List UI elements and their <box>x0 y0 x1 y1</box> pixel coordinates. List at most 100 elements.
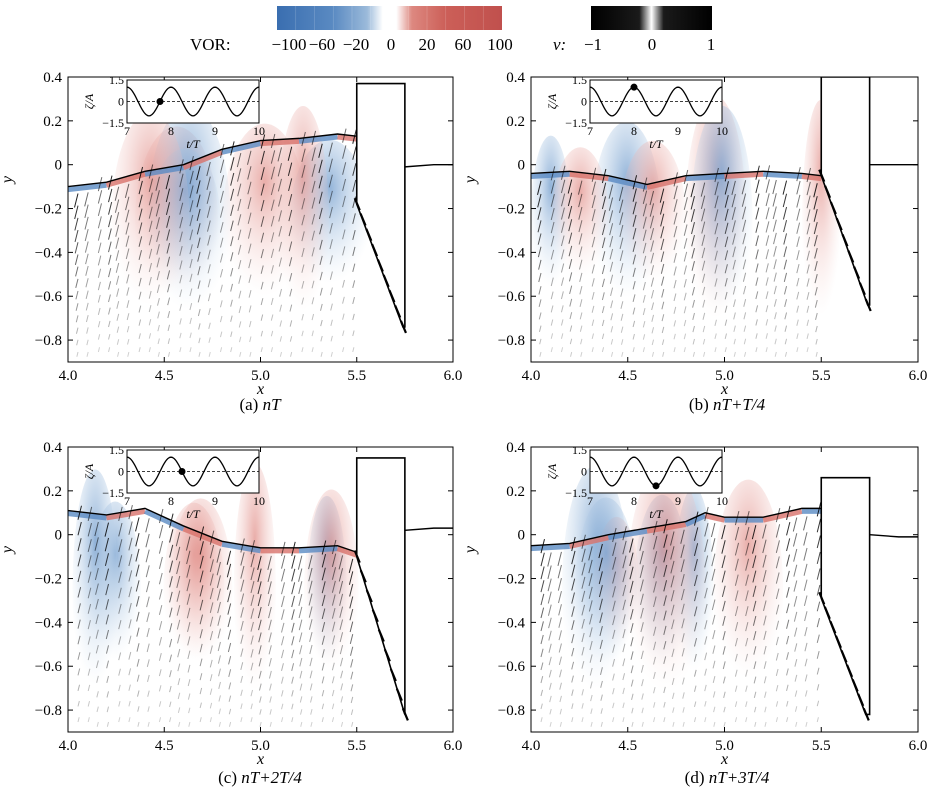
velocity-vector <box>745 511 750 526</box>
velocity-vector <box>581 548 586 563</box>
velocity-vector <box>743 285 747 295</box>
velocity-vector <box>622 687 625 695</box>
velocity-vector <box>87 636 91 645</box>
velocity-vector <box>289 304 293 312</box>
velocity-vector <box>816 518 822 533</box>
velocity-vector <box>765 333 768 339</box>
velocity-vector <box>814 299 818 308</box>
velocity-vector <box>642 242 647 254</box>
velocity-vector <box>167 324 171 332</box>
velocity-vector <box>559 669 562 678</box>
velocity-vector <box>349 596 354 609</box>
velocity-vector <box>189 244 193 255</box>
velocity-vector <box>318 143 323 158</box>
velocity-vector <box>663 595 667 606</box>
velocity-vector <box>270 183 275 196</box>
velocity-vector <box>753 691 757 698</box>
velocity-vector <box>660 251 665 263</box>
velocity-vector <box>711 599 716 611</box>
velocity-vector <box>128 619 132 629</box>
velocity-vector <box>803 532 808 546</box>
velocity-vector <box>156 284 160 294</box>
velocity-vector <box>619 250 624 261</box>
velocity-vector <box>680 529 685 544</box>
surface-vorticity-layer <box>221 141 262 155</box>
velocity-vector <box>270 215 275 227</box>
velocity-vector <box>763 615 767 626</box>
velocity-vector <box>219 143 225 159</box>
velocity-vector <box>600 694 603 701</box>
velocity-vector <box>538 312 542 320</box>
panel-d: 4.0 4.5 5.0 5.5 6.00.40.20−0.2−0.4−0.6−0.8xy… <box>462 440 927 787</box>
velocity-vector <box>237 244 242 255</box>
velocity-vector <box>97 216 102 229</box>
velocity-vector <box>340 657 344 667</box>
velocity-vector <box>238 290 242 299</box>
velocity-vector <box>783 233 788 245</box>
velocity-vector <box>350 684 354 692</box>
velocity-vector <box>714 347 717 353</box>
velocity-vector <box>329 239 333 250</box>
velocity-vector <box>331 567 337 580</box>
velocity-vector <box>319 255 323 266</box>
v-colorbar-tick: 0 <box>648 35 657 54</box>
velocity-vector <box>330 335 333 342</box>
velocity-vector <box>763 630 767 640</box>
velocity-vector <box>260 134 266 149</box>
velocity-vector <box>105 583 110 596</box>
velocity-vector <box>138 222 143 234</box>
velocity-vector <box>186 579 191 592</box>
velocity-vector <box>240 552 245 566</box>
surface-vorticity-layer <box>221 541 261 554</box>
velocity-vector <box>75 303 79 311</box>
velocity-vector <box>156 244 160 255</box>
velocity-vector <box>755 319 758 326</box>
velocity-vector <box>753 661 757 670</box>
velocity-vector <box>590 694 593 702</box>
velocity-vector <box>723 721 726 727</box>
velocity-vector <box>289 288 293 297</box>
velocity-vector <box>741 180 747 195</box>
velocity-vector <box>352 179 357 192</box>
velocity-vector <box>732 259 736 270</box>
velocity-vector <box>197 308 201 317</box>
velocity-vector <box>712 691 716 698</box>
velocity-vector <box>189 229 194 241</box>
velocity-vector <box>108 188 113 203</box>
velocity-vector <box>228 656 232 665</box>
velocity-vector <box>783 272 788 283</box>
velocity-vector <box>179 173 184 188</box>
velocity-vector <box>683 183 689 198</box>
velocity-vector <box>763 600 767 612</box>
velocity-vector <box>816 667 820 675</box>
inset-x-tick: 8 <box>168 124 174 138</box>
velocity-vector <box>745 574 749 586</box>
velocity-vector <box>796 250 800 261</box>
velocity-vector <box>84 241 89 253</box>
velocity-vector <box>734 606 739 617</box>
velocity-vector <box>128 717 131 723</box>
velocity-vector <box>704 587 708 599</box>
velocity-vector <box>714 209 719 222</box>
velocity-vector <box>691 260 695 271</box>
velocity-vector <box>114 199 120 213</box>
velocity-vector <box>803 595 808 607</box>
velocity-vector <box>260 167 265 180</box>
velocity-vector <box>270 133 276 149</box>
velocity-vector <box>279 336 283 342</box>
velocity-vector <box>724 277 728 287</box>
velocity-vector <box>277 178 283 192</box>
velocity-vector <box>640 650 644 660</box>
velocity-vector <box>642 334 646 340</box>
free-surface-right <box>404 527 453 532</box>
velocity-vector <box>226 563 232 578</box>
velocity-vector <box>145 580 150 593</box>
velocity-vector <box>560 235 565 247</box>
velocity-vector <box>693 511 699 526</box>
velocity-vector <box>166 229 171 241</box>
velocity-vector <box>558 604 562 616</box>
velocity-vector <box>691 273 695 284</box>
velocity-vector <box>724 167 730 182</box>
velocity-vector <box>752 615 757 626</box>
vorticity-patch <box>111 112 190 327</box>
